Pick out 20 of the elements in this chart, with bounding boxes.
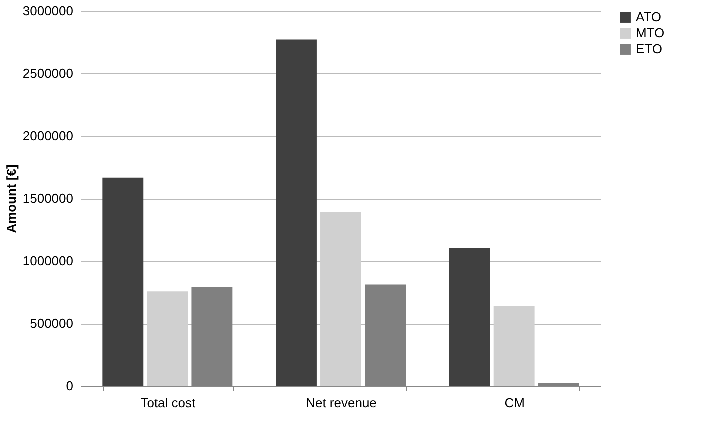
- y-tick-label: 1500000: [22, 191, 74, 206]
- legend-label: ATO: [636, 10, 662, 24]
- bar: [147, 292, 188, 386]
- y-axis-title: Amount [€]: [4, 164, 19, 234]
- y-tick-label: 0: [66, 378, 74, 394]
- legend-label: MTO: [636, 26, 665, 40]
- legend-label: ETO: [636, 42, 662, 56]
- bar: [320, 212, 362, 386]
- y-tick-label: 2000000: [22, 128, 74, 144]
- bar: [494, 306, 535, 386]
- y-tick-label: 500000: [30, 316, 74, 331]
- bar: [102, 178, 144, 386]
- bar: [276, 40, 317, 386]
- bar: [449, 248, 490, 386]
- y-tick-label: 2500000: [22, 66, 74, 81]
- x-tick-label: Net revenue: [306, 396, 377, 410]
- x-tick-label: Total cost: [140, 396, 196, 410]
- y-tick-label: 3000000: [22, 4, 74, 18]
- x-tick-label: CM: [504, 396, 525, 410]
- y-tick-label: 1000000: [22, 254, 74, 268]
